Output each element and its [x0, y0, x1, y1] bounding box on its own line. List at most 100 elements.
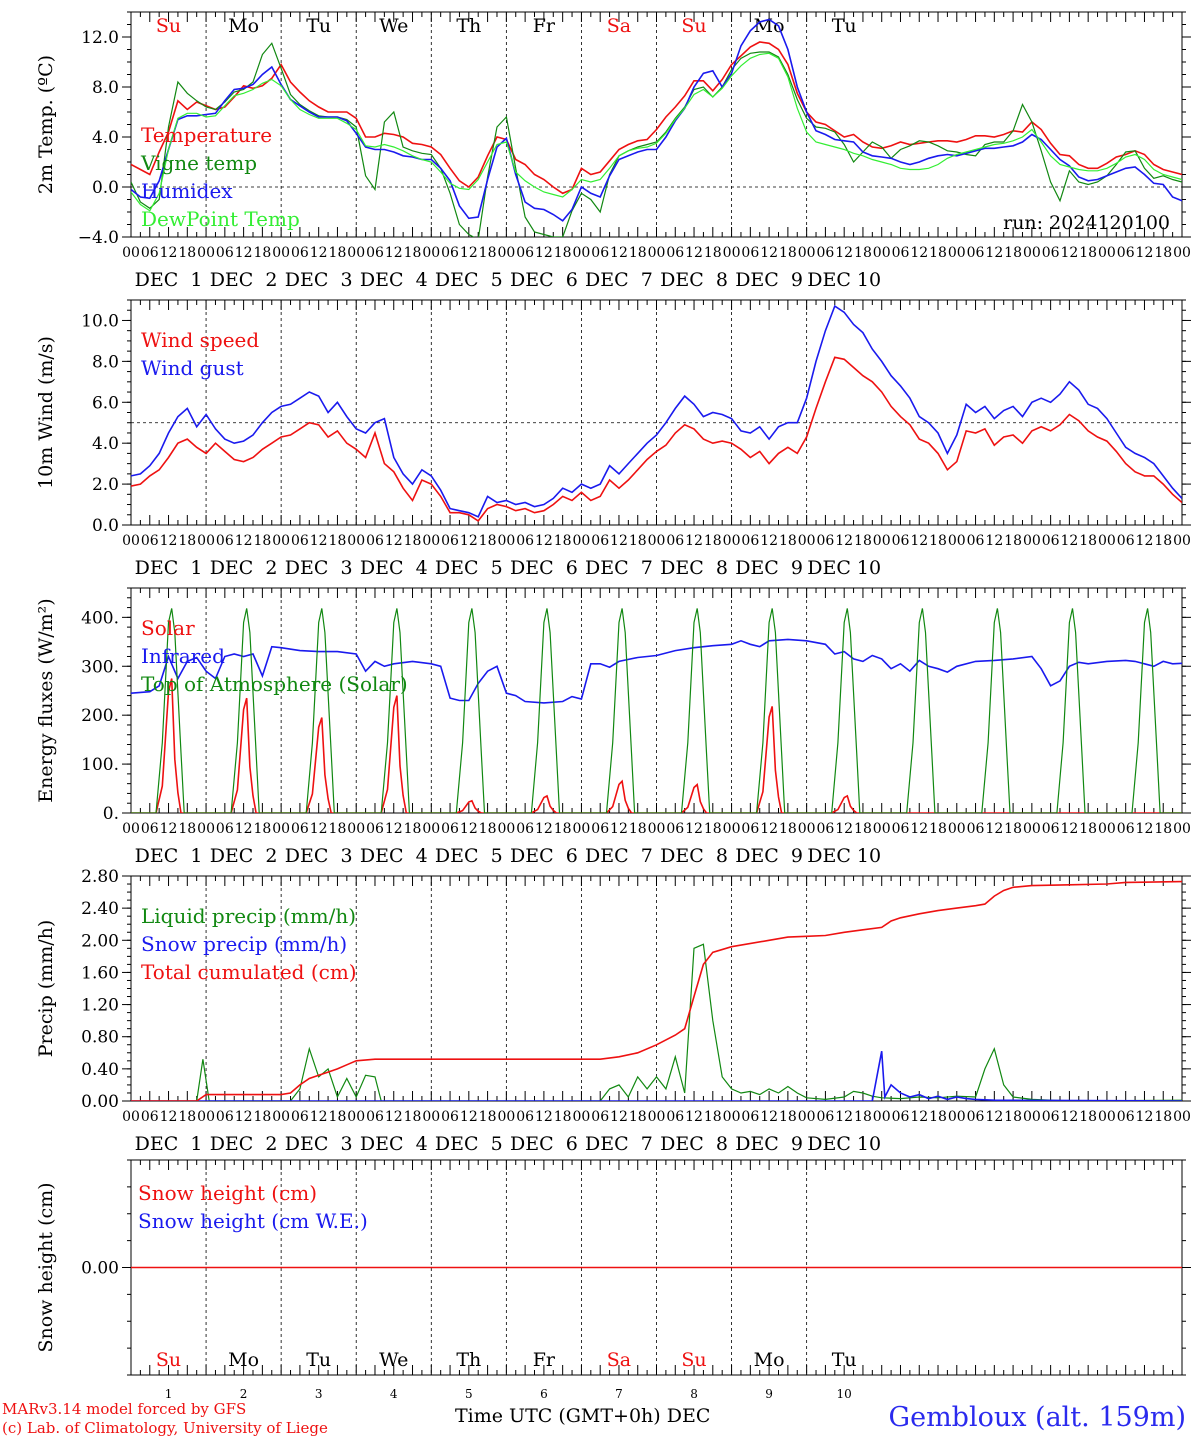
hour-tick-label: 06 — [816, 533, 834, 549]
hour-tick-label: 00 — [948, 533, 966, 549]
hour-tick-label: 00 — [648, 245, 666, 261]
date-label: DEC 6 — [510, 845, 578, 867]
weekday-label: Tu — [306, 15, 331, 37]
hour-tick-label: 18 — [479, 821, 497, 837]
hour-tick-label: 00 — [573, 533, 591, 549]
y-tick-label: −4.0 — [78, 228, 119, 248]
hour-tick-label: 18 — [929, 821, 947, 837]
hour-tick-label: 18 — [253, 1109, 271, 1125]
hour-tick-label: 12 — [235, 1109, 253, 1125]
date-label: DEC 7 — [585, 1133, 653, 1155]
hour-tick-label: 00 — [873, 1109, 891, 1125]
y-tick-label: 2.40 — [81, 899, 119, 919]
hour-tick-label: 00 — [798, 533, 816, 549]
x-axis-label: Time UTC (GMT+0h) — [455, 1405, 661, 1427]
hour-tick-label: 12 — [235, 821, 253, 837]
y-tick-label: 300. — [81, 657, 119, 677]
hour-tick-label: 00 — [1098, 821, 1116, 837]
hour-tick-label: 12 — [460, 245, 478, 261]
hour-tick-label: 12 — [760, 533, 778, 549]
y-axis-title: 2m Temp. (ºC) — [35, 55, 57, 194]
hour-tick-label: 18 — [1004, 533, 1022, 549]
weekday-label: We — [379, 15, 408, 37]
series-line-snow-precip-mm-h- — [131, 1051, 1182, 1101]
hour-tick-label: 06 — [366, 245, 384, 261]
legend-entry: Top of Atmosphere (Solar) — [141, 672, 408, 696]
y-tick-label: 8.0 — [92, 352, 119, 372]
hour-tick-label: 12 — [535, 1109, 553, 1125]
y-axis-title: Energy fluxes (W/m²) — [35, 598, 57, 802]
hour-tick-label: 18 — [253, 245, 271, 261]
hour-tick-label: 12 — [385, 821, 403, 837]
hour-tick-label: 06 — [441, 1109, 459, 1125]
date-label: DEC 9 — [735, 845, 803, 867]
date-label: DEC 6 — [510, 557, 578, 579]
legend-entry: Wind speed — [141, 328, 259, 352]
hour-tick-label: 18 — [779, 245, 797, 261]
hour-tick-label: 00 — [497, 245, 515, 261]
date-label: DEC 9 — [735, 269, 803, 291]
hour-tick-label: 12 — [760, 821, 778, 837]
hour-tick-label: 06 — [441, 821, 459, 837]
hour-tick-label: 00 — [347, 1109, 365, 1125]
date-label: DEC 4 — [360, 1133, 428, 1155]
hour-tick-label: 12 — [985, 245, 1003, 261]
date-label: DEC 7 — [585, 845, 653, 867]
hour-tick-label: 18 — [1154, 821, 1172, 837]
date-label: DEC 3 — [285, 845, 353, 867]
date-label: DEC 2 — [210, 1133, 278, 1155]
hour-tick-label: 00 — [648, 821, 666, 837]
y-tick-label: 0.00 — [81, 1092, 119, 1112]
hour-tick-label: 18 — [704, 245, 722, 261]
hour-tick-label: 06 — [1042, 533, 1060, 549]
hour-tick-label: 12 — [760, 1109, 778, 1125]
hour-tick-label: 12 — [385, 1109, 403, 1125]
y-axis-title: Snow height (cm) — [35, 1182, 57, 1352]
legend-entry: Humidex — [141, 179, 233, 203]
hour-tick-label: 12 — [1060, 821, 1078, 837]
hour-tick-label: 06 — [967, 533, 985, 549]
hour-tick-label: 18 — [779, 821, 797, 837]
hour-tick-label: 18 — [854, 245, 872, 261]
hour-tick-label: 18 — [704, 1109, 722, 1125]
hour-tick-label: 06 — [741, 245, 759, 261]
legend-entry: Liquid precip (mm/h) — [141, 904, 356, 928]
hour-tick-label: 12 — [835, 821, 853, 837]
day-number-label: 3 — [315, 1387, 323, 1401]
legend-entry: Snow height (cm) — [138, 1181, 317, 1205]
hour-tick-label: 06 — [141, 1109, 159, 1125]
date-label: DEC 5 — [435, 557, 503, 579]
hour-tick-label: 00 — [573, 1109, 591, 1125]
hour-tick-label: 00 — [1098, 245, 1116, 261]
hour-tick-label: 00 — [122, 533, 140, 549]
hour-tick-label: 00 — [347, 245, 365, 261]
hour-tick-label: 12 — [1060, 245, 1078, 261]
hour-tick-label: 06 — [741, 821, 759, 837]
hour-tick-label: 00 — [873, 821, 891, 837]
hour-tick-label: 06 — [1042, 1109, 1060, 1125]
hour-tick-label: 06 — [1117, 533, 1135, 549]
hour-tick-label: 06 — [892, 821, 910, 837]
hour-tick-label: 18 — [629, 533, 647, 549]
date-label: DEC 2 — [210, 845, 278, 867]
weekday-label: Sa — [607, 15, 631, 37]
date-label: DEC 5 — [435, 1133, 503, 1155]
hour-tick-label: 06 — [666, 821, 684, 837]
legend-entry: Vigne temp — [140, 151, 257, 175]
hour-tick-label: 00 — [122, 1109, 140, 1125]
date-label: DEC 9 — [735, 557, 803, 579]
hour-tick-label: 00 — [648, 533, 666, 549]
y-axis-title: 10m Wind (m/s) — [35, 336, 57, 489]
legend-entry: Total cumulated (cm) — [141, 960, 357, 984]
date-label: DEC 6 — [510, 269, 578, 291]
hour-tick-label: 18 — [404, 245, 422, 261]
y-tick-label: 12.0 — [81, 28, 119, 48]
chart-panel-5: 0.00 Snow height (cm) Su 1 Mo 2 Tu 3 We 4 Th 5 Fr 6 Sa… — [35, 1159, 1191, 1401]
hour-tick-label: 06 — [892, 245, 910, 261]
hour-tick-label: 18 — [779, 1109, 797, 1125]
hour-tick-label: 18 — [1004, 245, 1022, 261]
hour-tick-label: 06 — [141, 245, 159, 261]
chart-panel-3: 0. 100. 200. 300. 400. Energy fluxes (W/m²) 00… — [35, 587, 1191, 867]
date-label: DEC 3 — [285, 1133, 353, 1155]
hour-tick-label: 12 — [1136, 533, 1154, 549]
